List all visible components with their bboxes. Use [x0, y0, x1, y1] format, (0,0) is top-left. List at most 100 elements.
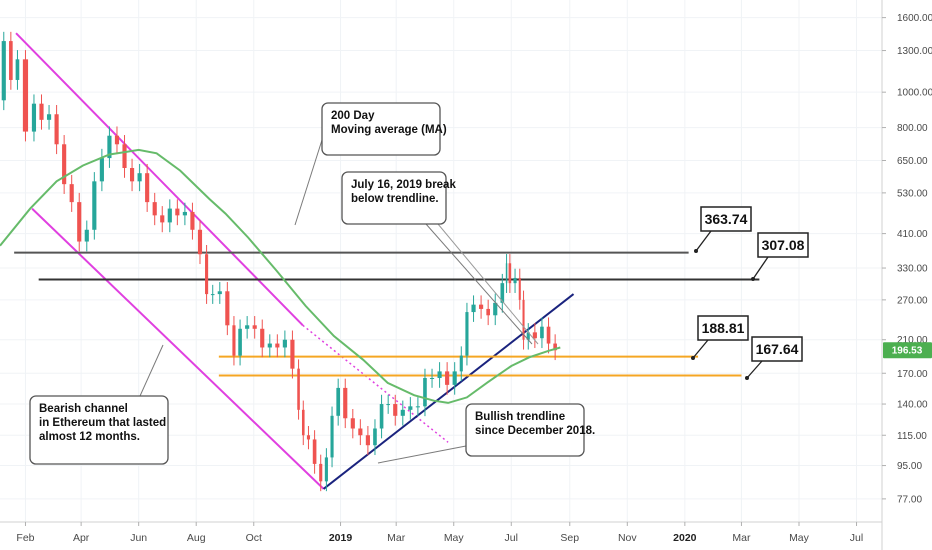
candle-body-50 — [350, 418, 355, 429]
y-tick-label-2: 1000.00 — [897, 88, 932, 99]
current-price-badge: 196.53 — [883, 342, 932, 359]
candle-body-5 — [31, 103, 37, 132]
ma200-line — [0, 148, 561, 404]
trendline-callout-box — [465, 403, 585, 457]
candle-body-30 — [217, 291, 222, 295]
candle-body-45 — [319, 463, 323, 482]
y-tick-label-12: 115.00 — [897, 431, 927, 442]
level-label-box-1 — [757, 232, 809, 258]
candle-body-40 — [290, 339, 295, 369]
channel-callout-line-2: almost 12 months. — [39, 431, 140, 443]
candle-body-12 — [84, 229, 89, 242]
candle-body-38 — [275, 343, 280, 348]
candle-body-55 — [386, 404, 390, 406]
candle-body-19 — [137, 173, 142, 182]
level-label-pointer-3 — [746, 360, 763, 379]
candle-body-62 — [437, 371, 442, 378]
y-tick-label-14: 77.00 — [897, 494, 922, 505]
candle-body-58 — [408, 406, 413, 410]
candle-body-25 — [182, 211, 187, 216]
y-tick-label-11: 140.00 — [897, 400, 928, 411]
level-label-anchor-2 — [691, 356, 695, 360]
x-tick-label-5: 2019 — [329, 532, 353, 544]
candle-body-59 — [415, 406, 420, 408]
candle-body-47 — [330, 415, 334, 458]
level-label-2: 188.81 — [702, 320, 745, 336]
candle-body-31 — [225, 291, 230, 326]
candle-body-70 — [493, 302, 498, 316]
candle-body-6 — [39, 103, 44, 120]
bearish-channel-lower — [31, 207, 325, 490]
x-axis: Feb Apr Jun Aug Oct 2019 Mar May Jul Sep Nov 2020 Ma… — [16, 522, 863, 544]
candle-body-16 — [114, 135, 120, 145]
current-price-label: 196.53 — [892, 346, 923, 357]
candle-body-66 — [465, 312, 469, 356]
candle-body-49 — [343, 387, 348, 419]
candle-body-60 — [423, 377, 427, 407]
candle-body-69 — [486, 308, 490, 316]
candle-body-73 — [508, 263, 512, 284]
y-tick-label-6: 410.00 — [897, 229, 928, 240]
candle-body-80 — [546, 326, 551, 344]
x-tick-label-14: Jul — [850, 532, 863, 544]
candle-body-21 — [152, 202, 157, 216]
candle-body-9 — [62, 144, 67, 185]
x-tick-label-11: 2020 — [673, 532, 697, 544]
x-tick-label-10: Nov — [618, 532, 637, 544]
ma-callout-line-0: 200 Day — [331, 110, 375, 122]
candle-body-36 — [260, 328, 265, 348]
candle-body-53 — [373, 428, 377, 446]
candle-body-68 — [479, 304, 484, 309]
bullish-trendline — [322, 293, 575, 490]
candle-body-42 — [301, 409, 305, 436]
candle-body-41 — [297, 368, 300, 410]
channel-callout-line-1: in Ethereum that lasted — [39, 417, 166, 429]
candle-body-81 — [553, 343, 557, 351]
trendline-callout-line-1: since December 2018. — [475, 425, 595, 437]
candle-body-8 — [54, 114, 59, 145]
candle-body-22 — [160, 215, 165, 223]
candle-body-23 — [167, 208, 172, 223]
trendline-callout-line-0: Bullish trendline — [475, 411, 565, 423]
y-tick-label-0: 1600.00 — [897, 13, 932, 24]
candle-body-34 — [245, 325, 250, 329]
level-label-pointer-1 — [752, 256, 769, 280]
candle-body-64 — [452, 371, 457, 385]
candle-body-33 — [238, 328, 242, 356]
x-tick-label-13: May — [789, 532, 810, 544]
break-callout-box — [341, 171, 447, 225]
candle-body-44 — [312, 439, 317, 464]
candle-body-29 — [210, 294, 215, 296]
level-label-pointer-2 — [692, 339, 709, 359]
level-label-pointer-0 — [695, 230, 712, 252]
y-tick-label-9: 210.00 — [897, 335, 928, 346]
level-label-0: 363.74 — [705, 211, 748, 227]
x-tick-label-6: Mar — [387, 532, 406, 544]
candle-body-65 — [459, 355, 463, 372]
candle-body-39 — [282, 339, 287, 348]
candle-body-43 — [306, 435, 311, 440]
candle-body-35 — [252, 325, 257, 329]
candle-body-74 — [513, 277, 517, 284]
x-tick-label-8: Jul — [505, 532, 518, 544]
level-label-anchor-0 — [694, 249, 698, 253]
candle-body-67 — [471, 304, 476, 313]
candle-body-7 — [46, 114, 52, 120]
y-tick-label-3: 800.00 — [897, 123, 928, 134]
trendline-callout-pointer — [377, 445, 467, 464]
x-tick-label-9: Sep — [560, 532, 579, 544]
y-tick-label-13: 95.00 — [897, 461, 922, 472]
candle-body-11 — [77, 202, 82, 242]
level-label-anchor-1 — [751, 277, 755, 281]
ma-callout-line-1: Moving average (MA) — [331, 124, 447, 136]
candle-body-3 — [15, 59, 20, 80]
channel-callout-pointer — [139, 344, 164, 397]
candle-body-20 — [145, 173, 150, 203]
candle-body-17 — [122, 144, 127, 169]
x-tick-label-1: Apr — [73, 532, 90, 544]
y-tick-label-1: 1300.00 — [897, 46, 932, 57]
candle-body-26 — [190, 211, 195, 230]
x-tick-label-12: Mar — [732, 532, 751, 544]
